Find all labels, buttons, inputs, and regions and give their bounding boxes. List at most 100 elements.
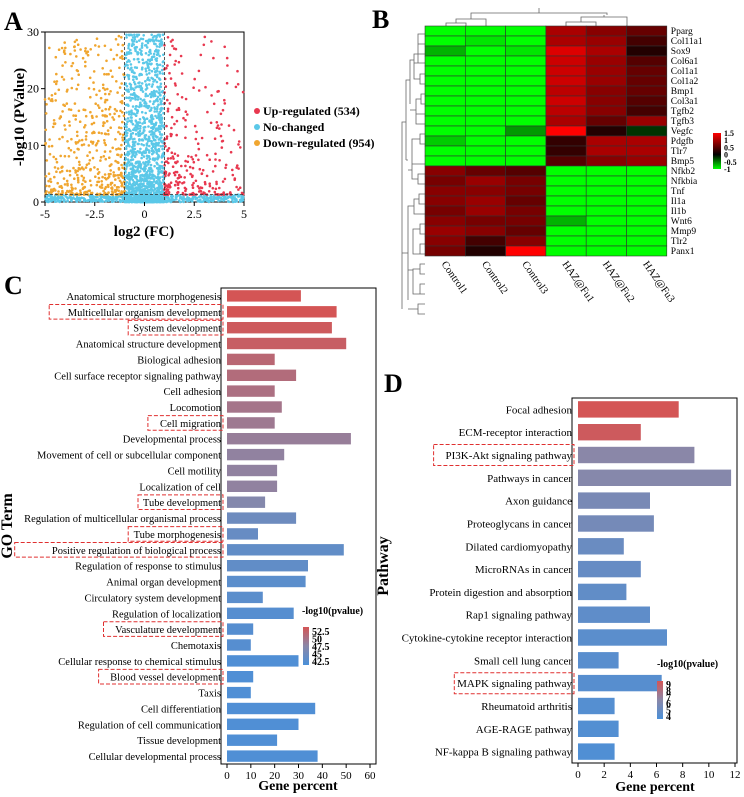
volcano-point-nochange bbox=[183, 198, 187, 201]
go-bar bbox=[227, 544, 344, 556]
volcano-point-down bbox=[57, 88, 61, 92]
volcano-point-nochange bbox=[147, 185, 150, 188]
volcano-point-down bbox=[49, 190, 53, 193]
volcano-point-down bbox=[66, 140, 69, 143]
volcano-point-down bbox=[89, 168, 92, 172]
volcano-point-up bbox=[223, 45, 226, 49]
volcano-point-nochange bbox=[158, 63, 162, 67]
pathway-highlight-box bbox=[433, 444, 575, 466]
volcano-point-down bbox=[63, 41, 66, 44]
pathway-bar bbox=[578, 515, 654, 532]
volcano-x-tick-label: 2.5 bbox=[187, 207, 202, 221]
volcano-point-nochange bbox=[226, 200, 230, 203]
volcano-point-nochange bbox=[134, 140, 137, 144]
volcano-point-down bbox=[68, 124, 71, 127]
volcano-point-up bbox=[224, 163, 228, 167]
go-bar bbox=[227, 417, 275, 429]
volcano-point-nochange bbox=[130, 173, 134, 176]
volcano-point-nochange bbox=[148, 100, 152, 103]
volcano-point-nochange bbox=[130, 44, 134, 47]
volcano-point-nochange bbox=[158, 77, 161, 80]
volcano-point-nochange bbox=[133, 82, 137, 86]
volcano-point-up bbox=[175, 119, 179, 123]
volcano-point-up bbox=[166, 64, 169, 67]
volcano-point-nochange bbox=[133, 33, 136, 37]
volcano-point-nochange bbox=[186, 199, 189, 203]
volcano-point-down bbox=[104, 98, 107, 102]
heatmap-cell bbox=[545, 85, 587, 97]
volcano-point-nochange bbox=[128, 60, 131, 63]
volcano-point-nochange bbox=[142, 184, 145, 187]
legend-down-marker bbox=[254, 140, 260, 146]
volcano-point-nochange bbox=[126, 117, 130, 120]
volcano-point-nochange bbox=[154, 181, 158, 185]
volcano-point-nochange bbox=[160, 44, 163, 47]
volcano-point-nochange bbox=[159, 82, 163, 86]
column-dendrogram bbox=[445, 8, 628, 26]
volcano-point-down bbox=[101, 175, 104, 179]
volcano-point-up bbox=[177, 60, 181, 64]
volcano-point-nochange bbox=[154, 73, 157, 77]
heatmap: PpargCol11a1Sox9Col6a1Col1a1Col1a2Bmp1Co… bbox=[401, 8, 737, 315]
volcano-point-down bbox=[120, 190, 123, 193]
volcano-point-down bbox=[84, 60, 87, 64]
volcano-point-down bbox=[119, 56, 122, 59]
volcano-point-up bbox=[194, 137, 198, 141]
volcano-point-nochange bbox=[145, 84, 148, 88]
heatmap-cell bbox=[464, 45, 506, 57]
volcano-point-nochange bbox=[152, 89, 156, 93]
volcano-point-nochange bbox=[137, 184, 140, 188]
heatmap-column-label: Control3 bbox=[519, 259, 549, 296]
legend-up-label: Up-regulated (534) bbox=[263, 104, 360, 118]
volcano-point-nochange bbox=[133, 144, 136, 147]
volcano-point-up bbox=[208, 182, 211, 185]
heatmap-cell bbox=[626, 45, 668, 57]
volcano-point-nochange bbox=[128, 164, 131, 167]
volcano-point-down bbox=[115, 185, 119, 189]
volcano-point-nochange bbox=[129, 51, 133, 55]
pathway-category-label: PI3K-Akt signaling pathway bbox=[446, 450, 573, 462]
volcano-point-nochange bbox=[141, 37, 145, 41]
volcano-point-nochange bbox=[128, 176, 131, 180]
heatmap-row-label: Panx1 bbox=[671, 247, 695, 257]
heatmap-cell bbox=[585, 155, 627, 167]
heatmap-row-label: Pdgfb bbox=[671, 136, 694, 147]
pathway-bars bbox=[578, 401, 732, 760]
volcano-point-nochange bbox=[128, 181, 131, 185]
volcano-point-down bbox=[53, 80, 56, 83]
volcano-point-down bbox=[92, 81, 95, 84]
volcano-point-down bbox=[111, 116, 114, 119]
volcano-point-down bbox=[102, 155, 106, 158]
volcano-point-nochange bbox=[149, 63, 153, 66]
volcano-point-down bbox=[120, 143, 123, 147]
volcano-point-nochange bbox=[217, 195, 220, 198]
volcano-point-down bbox=[118, 132, 122, 136]
volcano-point-down bbox=[60, 75, 64, 79]
pathway-colorbar-tick-label: 6 bbox=[666, 699, 671, 710]
go-highlight-box bbox=[48, 304, 224, 320]
volcano-point-up bbox=[164, 192, 168, 196]
go-x-tick-label: 50 bbox=[341, 770, 353, 782]
volcano-point-up bbox=[175, 170, 179, 174]
volcano-point-nochange bbox=[141, 90, 145, 93]
volcano-point-nochange bbox=[125, 165, 129, 168]
volcano-point-nochange bbox=[149, 52, 152, 55]
heatmap-cells bbox=[424, 25, 668, 257]
volcano-point-down bbox=[80, 138, 84, 142]
volcano-point-nochange bbox=[126, 191, 130, 195]
volcano-point-nochange bbox=[82, 197, 85, 200]
heatmap-colorbar bbox=[713, 133, 721, 169]
volcano-point-nochange bbox=[135, 95, 139, 98]
heatmap-cell bbox=[464, 155, 506, 167]
volcano-point-nochange bbox=[138, 196, 142, 200]
volcano-point-nochange bbox=[144, 94, 147, 98]
volcano-point-down bbox=[70, 190, 73, 193]
volcano-point-up bbox=[236, 164, 239, 167]
volcano-point-up bbox=[168, 186, 172, 189]
volcano-point-down bbox=[79, 189, 82, 192]
pathway-legend-title: -log10(pvalue) bbox=[657, 659, 718, 670]
volcano-point-up bbox=[194, 179, 198, 183]
volcano-point-up bbox=[241, 90, 245, 94]
volcano-point-nochange bbox=[125, 195, 129, 199]
volcano-point-nochange bbox=[126, 162, 130, 165]
